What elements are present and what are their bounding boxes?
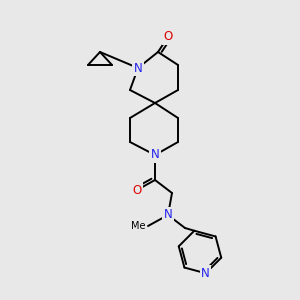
Text: N: N — [134, 61, 142, 74]
Text: Me: Me — [131, 221, 146, 231]
Text: O: O — [164, 31, 172, 44]
Text: O: O — [132, 184, 142, 196]
Text: N: N — [151, 148, 159, 161]
Text: N: N — [164, 208, 172, 221]
Text: N: N — [201, 267, 210, 280]
